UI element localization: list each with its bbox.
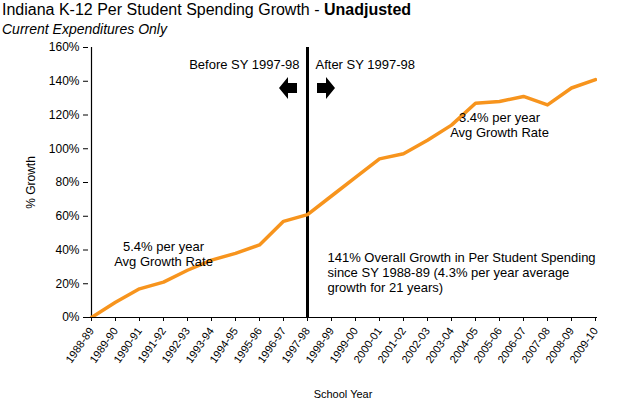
svg-text:40%: 40% <box>55 243 79 257</box>
svg-text:2001-02: 2001-02 <box>375 325 408 365</box>
svg-text:80%: 80% <box>55 175 79 189</box>
svg-text:0%: 0% <box>62 310 80 324</box>
svg-text:60%: 60% <box>55 209 79 223</box>
svg-text:2007-08: 2007-08 <box>519 325 552 365</box>
svg-text:2008-09: 2008-09 <box>543 325 576 365</box>
svg-text:1995-96: 1995-96 <box>231 325 264 365</box>
svg-text:2003-04: 2003-04 <box>423 325 456 365</box>
svg-text:% Growth: % Growth <box>24 156 38 209</box>
svg-text:2000-01: 2000-01 <box>351 325 384 365</box>
svg-text:2002-03: 2002-03 <box>399 325 432 365</box>
svg-text:After SY 1997-98: After SY 1997-98 <box>316 57 416 72</box>
svg-text:1990-91: 1990-91 <box>111 325 144 365</box>
svg-text:1997-98: 1997-98 <box>279 325 312 365</box>
html-text:Indiana K-12 Per Student Spend: Indiana K-12 Per Student Spending Growth… <box>2 1 412 18</box>
svg-text:Before SY 1997-98: Before SY 1997-98 <box>189 57 299 72</box>
svg-text:20%: 20% <box>55 277 79 291</box>
svg-text:1994-95: 1994-95 <box>207 325 240 365</box>
svg-text:120%: 120% <box>49 108 80 122</box>
svg-text:2005-06: 2005-06 <box>471 325 504 365</box>
svg-text:1996-97: 1996-97 <box>255 325 288 365</box>
svg-text:1988-89: 1988-89 <box>63 325 96 365</box>
svg-text:2009-10: 2009-10 <box>567 325 600 365</box>
svg-text:5.4% per yearAvg Growth Rate: 5.4% per yearAvg Growth Rate <box>114 239 213 269</box>
svg-text:1998-99: 1998-99 <box>303 325 336 365</box>
svg-text:160%: 160% <box>49 40 80 54</box>
svg-text:140%: 140% <box>49 74 80 88</box>
svg-text:100%: 100% <box>49 142 80 156</box>
svg-text:1993-94: 1993-94 <box>183 325 216 365</box>
svg-text:1989-90: 1989-90 <box>87 325 120 365</box>
svg-text:1992-93: 1992-93 <box>159 325 192 365</box>
svg-text:141% Overall Growth in Per Stu: 141% Overall Growth in Per Student Spend… <box>328 250 596 295</box>
svg-text:School Year: School Year <box>314 388 373 400</box>
svg-text:1999-00: 1999-00 <box>327 325 360 365</box>
svg-text:2004-05: 2004-05 <box>447 325 480 365</box>
svg-text:3.4% per yearAvg Growth Rate: 3.4% per yearAvg Growth Rate <box>450 110 549 140</box>
svg-text:2006-07: 2006-07 <box>495 325 528 365</box>
svg-text:1991-92: 1991-92 <box>135 325 168 365</box>
html-text:Current Expenditures Only: Current Expenditures Only <box>2 21 167 37</box>
